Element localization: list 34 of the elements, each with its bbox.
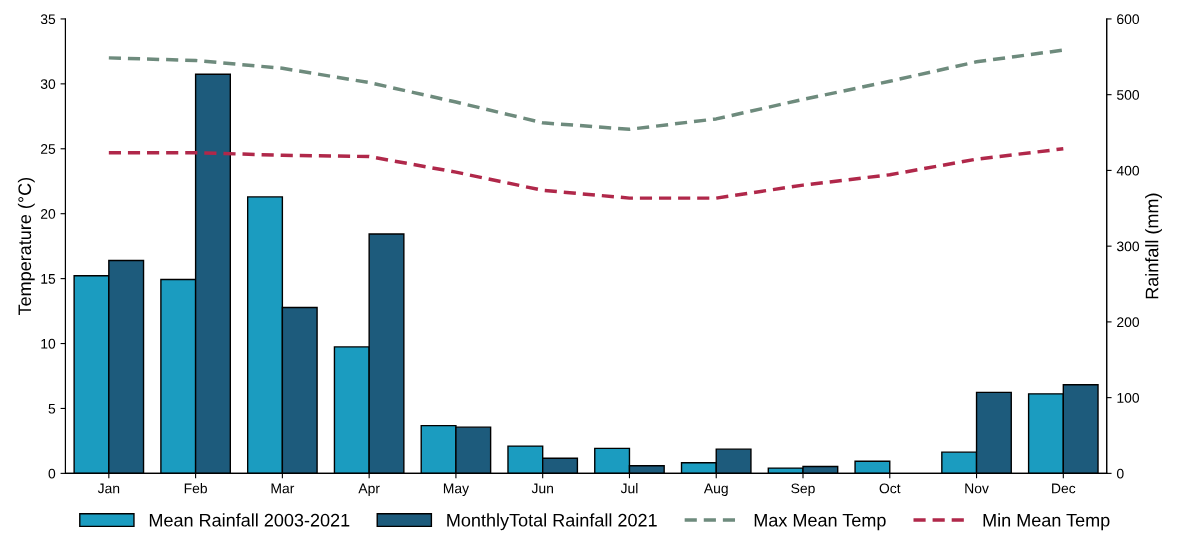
- x-tick-label: Jun: [531, 483, 553, 494]
- legend-label: MonthlyTotal Rainfall 2021: [447, 513, 657, 531]
- x-tick-label: Oct: [879, 483, 901, 494]
- y2-tick-label: 0: [1116, 468, 1124, 479]
- x-tick-label: Apr: [358, 483, 380, 497]
- y2-tick-label: 600: [1117, 14, 1140, 25]
- x-tick-label: Jan: [97, 483, 120, 494]
- y-tick-label: 15: [41, 274, 56, 284]
- x-tick-label: Feb: [184, 483, 207, 494]
- y-tick-label: 30: [40, 79, 56, 90]
- x-tick-label: Nov: [965, 483, 989, 494]
- x-tick-label: Aug: [703, 483, 728, 497]
- x-tick-label: Jul: [620, 483, 638, 494]
- legend-label: Mean Rainfall 2003-2021: [149, 513, 350, 527]
- y-tick-label: 0: [48, 468, 56, 479]
- line-series: [107, 147, 1066, 200]
- y2-tick-label: 400: [1116, 165, 1140, 176]
- y-tick-label: 5: [48, 403, 56, 414]
- y-tick-label: 35: [40, 14, 56, 25]
- y2-tick-label: 300: [1116, 241, 1140, 252]
- x-tick-label: May: [443, 483, 470, 497]
- y-tick-label: 25: [40, 144, 56, 154]
- legend-label: Min Mean Temp: [983, 513, 1110, 531]
- x-tick-label: Dec: [1052, 483, 1076, 494]
- x-tick-label: Mar: [271, 483, 295, 494]
- y-tick-label: 10: [41, 338, 56, 349]
- y-axis-title: Temperature (°C): [17, 177, 35, 316]
- y2-tick-label: 200: [1117, 317, 1140, 328]
- y2-axis-title: Rainfall (mm): [1145, 193, 1162, 299]
- y2-tick-label: 100: [1117, 392, 1140, 403]
- legend-label: Max Mean Temp: [754, 513, 886, 531]
- y2-tick-label: 500: [1116, 90, 1140, 100]
- y-tick-label: 20: [40, 209, 56, 219]
- x-tick-label: Sep: [791, 483, 815, 497]
